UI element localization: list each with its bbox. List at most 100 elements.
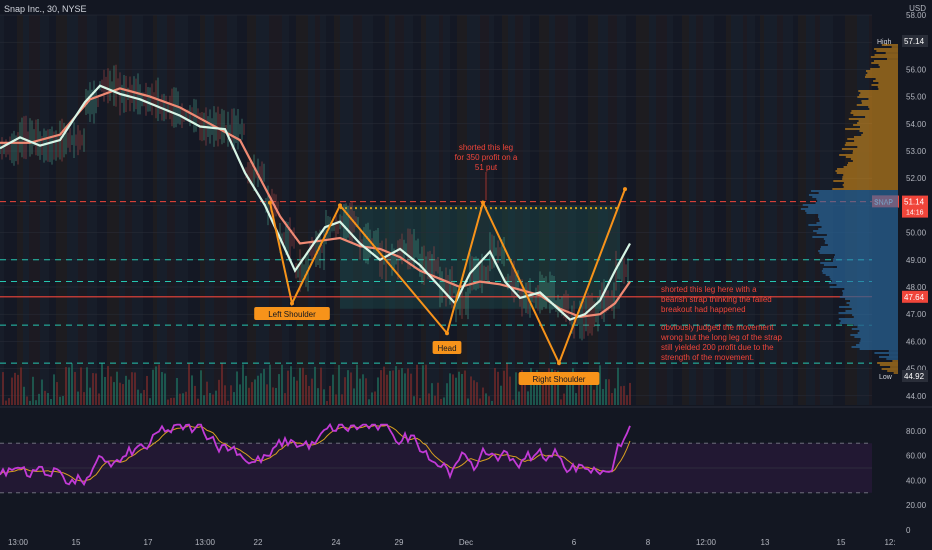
- volume-bar: [404, 373, 406, 405]
- volume-bar: [8, 398, 10, 405]
- volume-bar: [266, 384, 268, 405]
- snap-value-box: [902, 195, 928, 218]
- volume-bar: [467, 398, 469, 405]
- volume-bar: [449, 373, 451, 405]
- time-tick-label: Dec: [459, 538, 473, 547]
- session-stripe: [656, 15, 667, 405]
- session-stripe: [588, 15, 598, 405]
- session-stripe: [385, 15, 389, 405]
- volume-bar: [476, 382, 478, 405]
- volume-bar: [296, 380, 298, 405]
- volume-bars: [2, 363, 631, 405]
- volume-bar: [515, 372, 517, 405]
- volume-bar: [323, 389, 325, 405]
- volume-bar: [374, 391, 376, 405]
- session-stripe: [315, 15, 320, 405]
- session-stripe: [326, 15, 334, 405]
- price-tick-label: 48.00: [906, 283, 927, 292]
- rsi-tick-label: 80.00: [906, 427, 927, 436]
- volume-bar: [41, 379, 43, 405]
- volume-bar: [563, 393, 565, 405]
- volume-bar: [14, 372, 16, 405]
- red-level-box: [902, 290, 928, 303]
- volume-bar: [479, 398, 481, 405]
- volume-bar: [56, 382, 58, 405]
- rsi-tick-label: 20.00: [906, 501, 927, 510]
- session-stripe: [119, 15, 125, 405]
- volume-bar: [182, 393, 184, 405]
- session-stripe: [549, 15, 555, 405]
- volume-bar: [191, 375, 193, 405]
- session-stripe: [4, 15, 17, 405]
- volume-bar: [188, 363, 190, 405]
- volume-bar: [200, 370, 202, 405]
- rsi-tick-label: 60.00: [906, 452, 927, 461]
- volume-bar: [185, 391, 187, 405]
- volume-bar: [545, 373, 547, 405]
- volume-bar: [92, 373, 94, 405]
- volume-bar: [74, 371, 76, 405]
- volume-bar: [224, 385, 226, 405]
- volume-bar: [359, 378, 361, 405]
- volume-bar: [398, 369, 400, 405]
- session-stripe: [783, 15, 793, 405]
- volume-bar: [113, 382, 115, 405]
- volume-bar: [194, 385, 196, 405]
- session-stripe: [649, 15, 656, 405]
- session-stripe: [667, 15, 673, 405]
- volume-bar: [305, 374, 307, 405]
- volume-bar: [299, 367, 301, 405]
- session-stripe: [489, 15, 494, 405]
- time-tick-label: 15: [837, 538, 846, 547]
- volume-bar: [119, 382, 121, 405]
- session-stripe: [362, 15, 373, 405]
- volume-bar: [263, 368, 265, 405]
- price-lines: [0, 64, 631, 341]
- session-stripe: [696, 15, 703, 405]
- volume-bar: [512, 399, 514, 405]
- horizontal-levels: [0, 201, 872, 364]
- price-tick-label: 55.00: [906, 93, 927, 102]
- volume-bar: [77, 391, 79, 405]
- right-shoulder-label-box: [518, 372, 600, 385]
- volume-bar: [227, 400, 229, 405]
- session-stripe: [373, 15, 385, 405]
- session-stripe: [480, 15, 489, 405]
- volume-bar: [533, 382, 535, 405]
- snap-value: 51.14: [904, 198, 925, 207]
- volume-bar: [152, 369, 154, 405]
- volume-bar: [26, 396, 28, 405]
- volume-bar: [197, 398, 199, 405]
- volume-bar: [413, 396, 415, 405]
- session-stripe: [56, 15, 67, 405]
- volume-bar: [605, 379, 607, 405]
- session-stripe: [413, 15, 421, 405]
- session-stripe: [200, 15, 205, 405]
- volume-bar: [257, 375, 259, 405]
- volume-bar: [377, 377, 379, 405]
- volume-bar: [311, 378, 313, 405]
- top-note-line: shorted this leg: [459, 143, 513, 152]
- volume-bar: [473, 380, 475, 405]
- high-value: 57.14: [904, 37, 925, 46]
- time-tick-label: 29: [395, 538, 404, 547]
- time-tick-label: 12:: [884, 538, 895, 547]
- session-stripe: [404, 15, 413, 405]
- session-stripe: [67, 15, 78, 405]
- right-note-2-line: strength of the movement.: [661, 353, 754, 362]
- volume-bar: [254, 379, 256, 405]
- pattern-point: [623, 187, 627, 192]
- right-note-1-line: bearish strap thinking the failed: [661, 295, 772, 304]
- volume-bar: [110, 376, 112, 405]
- time-tick-label: 6: [572, 538, 577, 547]
- volume-bar: [215, 390, 217, 405]
- session-stripe: [421, 15, 426, 405]
- time-tick-label: 15: [72, 538, 81, 547]
- volume-bar: [71, 363, 73, 405]
- volume-bar: [131, 372, 133, 405]
- volume-bar: [107, 366, 109, 405]
- left-shoulder-label: Left Shoulder: [268, 310, 316, 319]
- volume-bar: [584, 381, 586, 405]
